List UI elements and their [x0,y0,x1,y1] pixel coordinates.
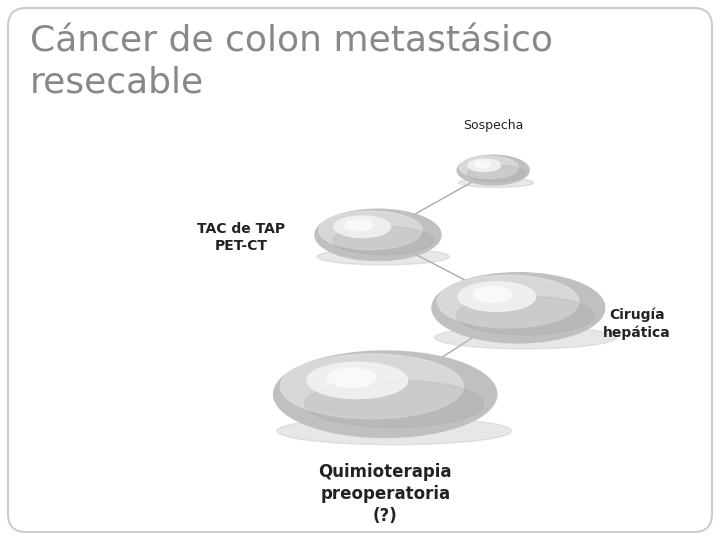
Ellipse shape [474,287,511,302]
Text: Cáncer de colon metastásico
resecable: Cáncer de colon metastásico resecable [30,25,553,100]
Ellipse shape [467,165,525,181]
Ellipse shape [457,155,529,185]
Ellipse shape [458,282,536,311]
Ellipse shape [432,273,605,343]
Ellipse shape [346,220,373,231]
Ellipse shape [334,216,391,238]
Ellipse shape [315,210,441,261]
Ellipse shape [435,326,616,349]
Ellipse shape [459,156,518,179]
Ellipse shape [468,159,500,172]
Text: TAC de TAP
PET-CT: TAC de TAP PET-CT [197,222,285,253]
Text: Quimioterapia
preoperatoria
(?): Quimioterapia preoperatoria (?) [318,463,452,525]
Ellipse shape [274,351,497,437]
Ellipse shape [317,248,449,265]
Ellipse shape [456,296,595,335]
Ellipse shape [305,380,483,428]
Text: Cirugía
hepática: Cirugía hepática [603,308,671,340]
Ellipse shape [280,354,464,419]
Ellipse shape [319,211,422,249]
Ellipse shape [277,417,511,445]
Ellipse shape [437,275,579,328]
Ellipse shape [307,362,408,399]
FancyBboxPatch shape [8,8,712,532]
Text: Sospecha: Sospecha [463,119,523,132]
Ellipse shape [459,178,534,187]
Ellipse shape [474,161,490,168]
Ellipse shape [327,368,377,387]
Ellipse shape [333,226,433,255]
